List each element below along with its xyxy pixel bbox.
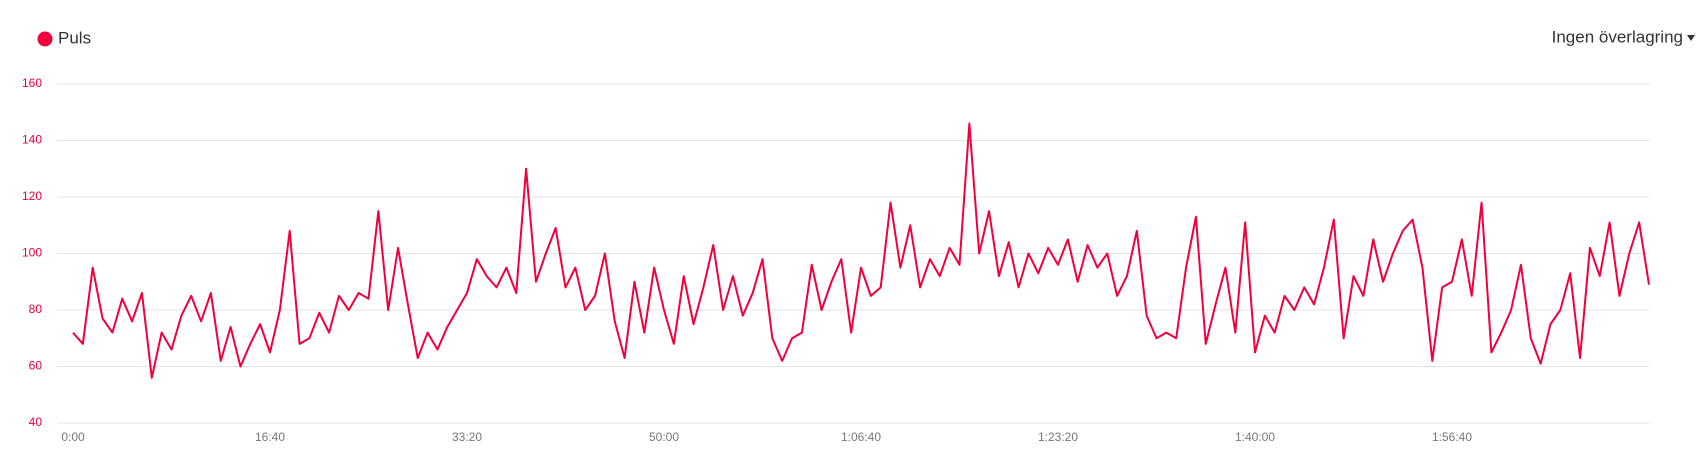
y-tick-label: 120	[22, 189, 42, 203]
x-tick-label: 1:40:00	[1235, 430, 1275, 444]
line	[72, 122, 1650, 379]
x-tick-label: 1:56:40	[1432, 430, 1472, 444]
legend-marker	[37, 31, 53, 47]
legend-label: Puls	[58, 28, 91, 47]
x-tick-label: 33:20	[452, 430, 482, 444]
dropdown-arrow[interactable]	[1687, 35, 1695, 41]
y-tick-label: 100	[22, 246, 42, 260]
y-tick-label: 40	[29, 415, 43, 429]
y-tick-label: 60	[29, 359, 43, 373]
overlay-menu-label[interactable]: Ingen överlagring	[1552, 27, 1683, 46]
y-tick-label: 80	[29, 302, 43, 316]
x-tick-label: 1:06:40	[841, 430, 881, 444]
y-tick-label: 140	[22, 133, 42, 147]
x-tick-label: 16:40	[255, 430, 285, 444]
x-tick-label: 1:23:20	[1038, 430, 1078, 444]
overlay-menu[interactable]: Ingen överlagring	[1552, 27, 1695, 46]
x-tick-label: 50:00	[649, 430, 679, 444]
y-tick-label: 160	[22, 76, 42, 90]
x-tick-label: 0:00	[61, 430, 85, 444]
